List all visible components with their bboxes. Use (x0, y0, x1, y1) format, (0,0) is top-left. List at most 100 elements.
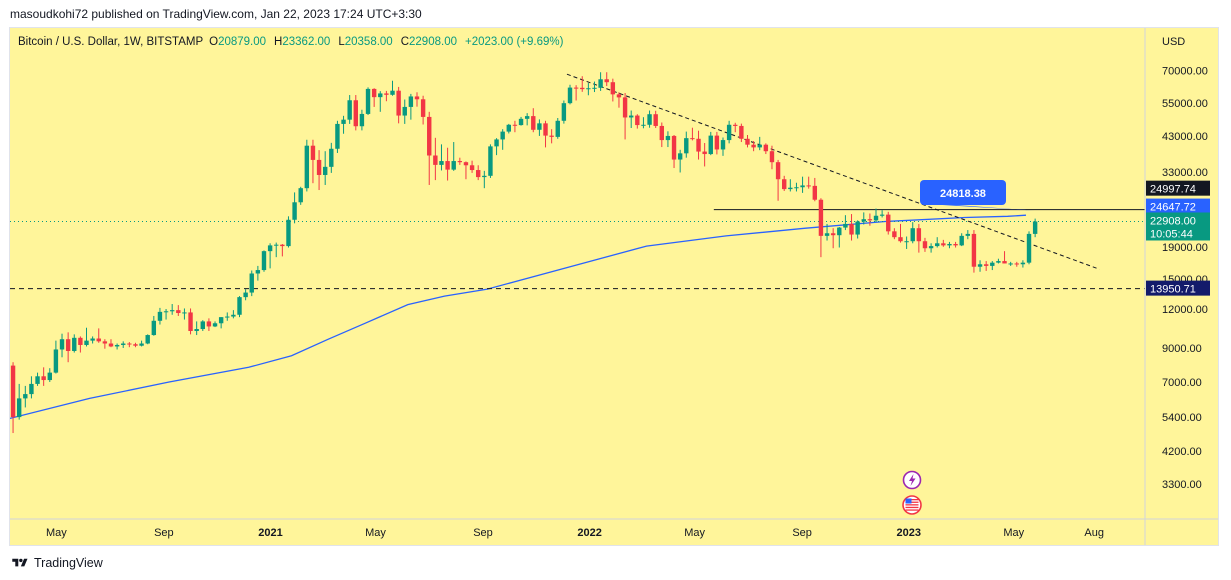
candle-body (194, 329, 199, 332)
candle (622, 92, 628, 140)
candle-body (690, 138, 695, 140)
event-icons (902, 470, 922, 515)
candle (439, 144, 444, 171)
flag-icon-stripe (905, 504, 919, 506)
candle-body (769, 151, 775, 163)
x-tick-label: Sep (473, 527, 493, 539)
badge-support-label: 13950.71 (1150, 284, 1196, 296)
candle (592, 81, 597, 93)
legend-symbol[interactable]: Bitcoin / U.S. Dollar, 1W, BITSTAMP (18, 36, 204, 48)
candlestick-chart[interactable]: May Sep 2021 May Sep 2022 May Sep 2023 May Aug USD… (10, 28, 1219, 546)
candle (329, 142, 334, 173)
badge-resistance: 24997.74 (1146, 180, 1210, 196)
chart-panel[interactable]: May Sep 2021 May Sep 2022 May Sep 2023 May Aug USD… (9, 27, 1219, 546)
candle-body (610, 82, 616, 95)
candle (231, 310, 236, 319)
candle (818, 198, 824, 258)
candle-body (794, 187, 799, 189)
candle (898, 223, 903, 243)
candle (916, 223, 922, 253)
candle-body (163, 311, 169, 313)
candle (824, 223, 830, 241)
candle-body (892, 231, 897, 238)
candle (604, 72, 609, 87)
candle-body (108, 343, 114, 347)
candle-body (592, 87, 597, 89)
candle-body (218, 317, 224, 324)
x-tick-label: 2023 (897, 527, 921, 539)
y-tick-label: 3300.00 (1162, 479, 1202, 491)
y-tick-label: 7000.00 (1162, 377, 1202, 389)
candle-body (818, 199, 824, 236)
y-tick-label: 19000.00 (1162, 242, 1208, 254)
candle (292, 192, 297, 224)
candle-body (518, 118, 524, 126)
candle (867, 213, 873, 226)
candle (580, 76, 585, 92)
candle (200, 320, 205, 332)
candle (543, 120, 548, 148)
candle (837, 226, 842, 248)
candle-body (904, 241, 909, 243)
candle (941, 239, 946, 247)
flag-icon-stripe (905, 506, 919, 509)
x-tick-label: May (1003, 527, 1024, 539)
candle-body (898, 237, 903, 242)
candles-layer (10, 72, 1038, 434)
candle-body (329, 148, 334, 167)
candle-body (365, 88, 371, 114)
badge-resistance-label: 24997.74 (1150, 184, 1196, 196)
candle (573, 85, 579, 101)
candle-body (371, 88, 377, 98)
candle (1032, 218, 1038, 238)
candle (647, 110, 652, 128)
candle-body (531, 116, 536, 130)
candle (690, 127, 695, 141)
candle-body (861, 219, 866, 222)
candle-body (671, 135, 677, 160)
candle (298, 186, 303, 205)
candle (1008, 261, 1013, 266)
candle (879, 210, 885, 218)
candle (794, 182, 799, 192)
legend-high-label: H (274, 36, 283, 48)
candle-body (488, 146, 493, 176)
candle-body (390, 90, 395, 95)
candle (280, 243, 285, 257)
candle-body (500, 131, 505, 140)
x-axis: May Sep 2021 May Sep 2022 May Sep 2023 May Aug (10, 518, 1218, 539)
candle (451, 142, 456, 171)
candle (378, 91, 383, 112)
candle-body (47, 372, 52, 381)
candle-body (127, 343, 132, 345)
candle (96, 328, 101, 343)
candle-body (114, 344, 120, 347)
candle-body (23, 394, 28, 399)
candle-body (959, 235, 964, 246)
candle-body (879, 214, 885, 216)
y-tick-label: 70000.00 (1162, 65, 1208, 77)
candle (806, 176, 811, 189)
candle (41, 367, 46, 386)
candle-body (684, 138, 689, 154)
candle (873, 208, 879, 223)
candle-body (200, 321, 205, 330)
candle-body (849, 223, 854, 235)
candle-body (726, 124, 732, 141)
candle (371, 88, 377, 107)
x-tick-label: May (684, 527, 705, 539)
candle-body (475, 170, 481, 178)
footer-brand: TradingView (34, 556, 103, 570)
candle-body (567, 87, 573, 104)
candle (677, 149, 683, 173)
candle (800, 176, 805, 193)
candle-body (537, 123, 542, 130)
candle-body (543, 123, 548, 136)
candle-body (1014, 263, 1019, 265)
candle (194, 321, 199, 336)
ma-layer (10, 214, 1027, 420)
candle-body (977, 264, 983, 267)
candle-body (763, 144, 769, 152)
candle (739, 123, 744, 143)
candle-body (1002, 261, 1007, 264)
